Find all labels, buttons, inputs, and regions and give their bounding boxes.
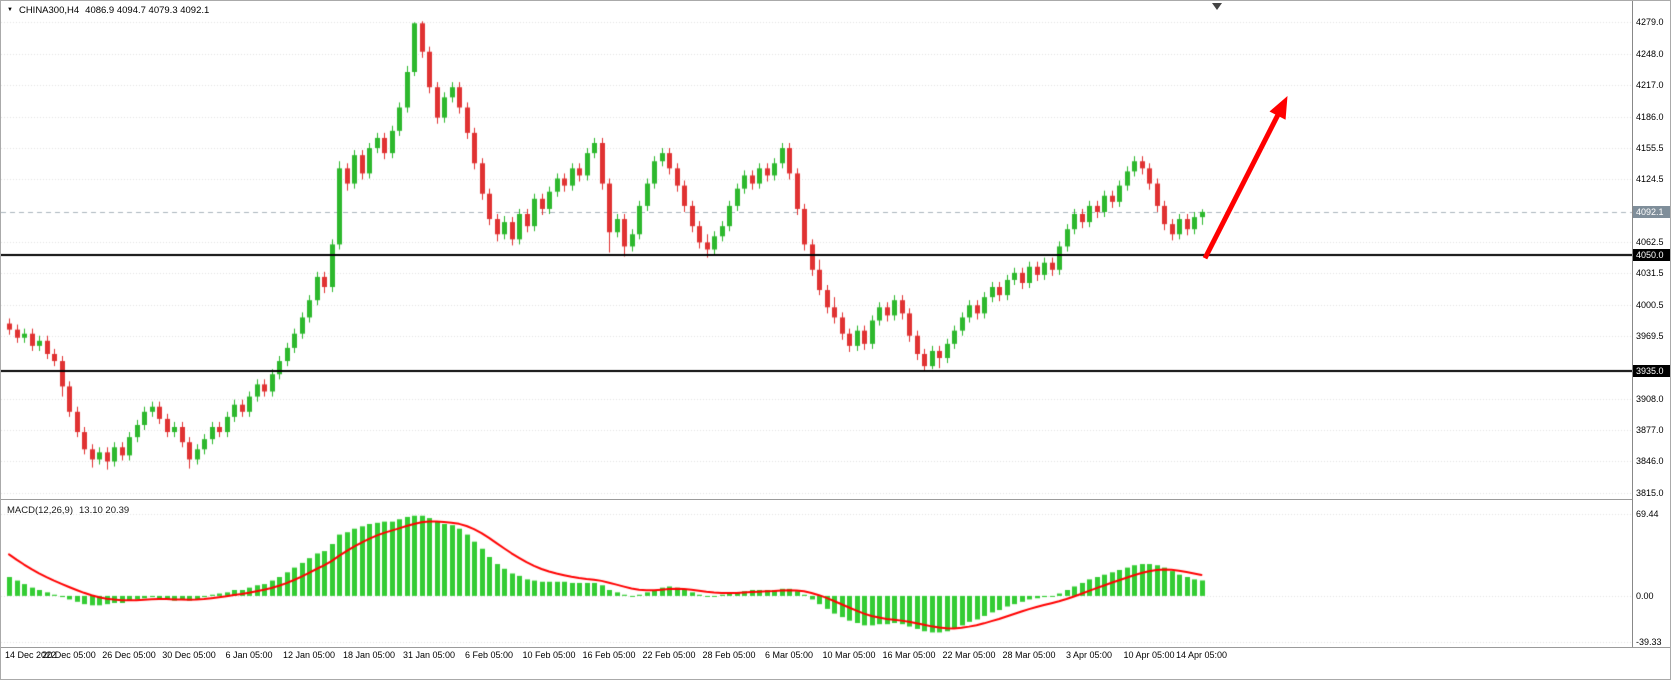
price-axis-label: 3846.0 xyxy=(1636,456,1664,467)
price-axis[interactable]: 4279.0 4248.0 4217.0 4186.0 4155.5 4124.5 4062… xyxy=(1632,1,1670,648)
symbol-title: CHINA300,H4 xyxy=(18,5,80,16)
price-chart-canvas[interactable] xyxy=(1,1,1632,498)
time-axis-label: 14 Dec 2022 xyxy=(5,650,57,660)
macd-axis-label: 69.44 xyxy=(1636,509,1659,520)
time-axis-label: 31 Jan 05:00 xyxy=(402,650,456,660)
time-axis[interactable]: 14 Dec 2022 20 Dec 05:00 26 Dec 05:00 30 De… xyxy=(1,650,1670,666)
macd-values: 13.10 20.39 xyxy=(79,505,130,516)
hline-price-badge: 3935.0 xyxy=(1633,365,1670,378)
price-axis-label: 4124.5 xyxy=(1636,174,1664,184)
price-axis-label: 4248.0 xyxy=(1636,48,1664,59)
time-axis-label: 16 Mar 05:00 xyxy=(882,650,936,660)
price-axis-label: 3815.0 xyxy=(1636,487,1664,498)
time-axis-label: 22 Mar 05:00 xyxy=(942,650,996,660)
price-axis-label: 3969.5 xyxy=(1636,331,1664,342)
macd-name: MACD(12,26,9) xyxy=(7,505,73,516)
price-axis-label: 4186.0 xyxy=(1636,111,1664,122)
time-axis-label: 30 Dec 05:00 xyxy=(162,650,216,660)
symbol-marker-icon: ▼ xyxy=(7,7,13,13)
macd-chart-canvas[interactable] xyxy=(1,501,1632,646)
price-axis-label: 4279.0 xyxy=(1636,17,1664,28)
time-axis-label: 6 Mar 05:00 xyxy=(764,650,814,660)
time-axis-label: 28 Mar 05:00 xyxy=(1002,650,1056,660)
chart-header: ▼ CHINA300,H4 4086.9 4094.7 4079.3 4092.… xyxy=(7,5,209,16)
time-axis-label: 18 Jan 05:00 xyxy=(342,650,396,660)
ohlc-readout: 4086.9 4094.7 4079.3 4092.1 xyxy=(85,5,210,16)
macd-indicator-label: MACD(12,26,9) 13.10 20.39 xyxy=(7,505,129,516)
time-axis-label: 20 Dec 05:00 xyxy=(42,650,96,660)
shift-marker-icon xyxy=(1211,3,1222,10)
time-axis-label: 10 Mar 05:00 xyxy=(822,650,876,660)
time-axis-label: 3 Apr 05:00 xyxy=(1065,650,1113,660)
price-axis-label: 4062.5 xyxy=(1636,236,1664,247)
price-axis-label: 4000.5 xyxy=(1636,299,1664,310)
price-axis-label: 4217.0 xyxy=(1636,80,1664,91)
time-axis-label: 22 Feb 05:00 xyxy=(642,650,696,660)
pane-separator[interactable] xyxy=(1,647,1670,648)
time-axis-label: 10 Feb 05:00 xyxy=(522,650,576,660)
time-axis-label: 6 Feb 05:00 xyxy=(464,650,514,660)
hline-price-badge: 4050.0 xyxy=(1633,248,1670,261)
current-price-badge: 4092.1 xyxy=(1633,205,1670,218)
time-axis-label: 28 Feb 05:00 xyxy=(702,650,756,660)
price-axis-label: 3908.0 xyxy=(1636,393,1664,404)
time-axis-label: 14 Apr 05:00 xyxy=(1175,650,1228,660)
time-axis-label: 10 Apr 05:00 xyxy=(1123,650,1175,660)
time-axis-label: 16 Feb 05:00 xyxy=(582,650,636,660)
price-axis-label: 4031.5 xyxy=(1636,268,1664,279)
time-axis-label: 12 Jan 05:00 xyxy=(282,650,336,660)
pane-separator[interactable] xyxy=(1,499,1670,500)
price-axis-label: 3877.0 xyxy=(1636,425,1664,436)
time-axis-label: 6 Jan 05:00 xyxy=(225,650,273,660)
macd-axis-label: 0.00 xyxy=(1636,590,1654,601)
time-axis-label: 26 Dec 05:00 xyxy=(102,650,156,660)
price-axis-label: 4155.5 xyxy=(1636,142,1664,153)
macd-axis-label: -39.33 xyxy=(1636,637,1662,648)
